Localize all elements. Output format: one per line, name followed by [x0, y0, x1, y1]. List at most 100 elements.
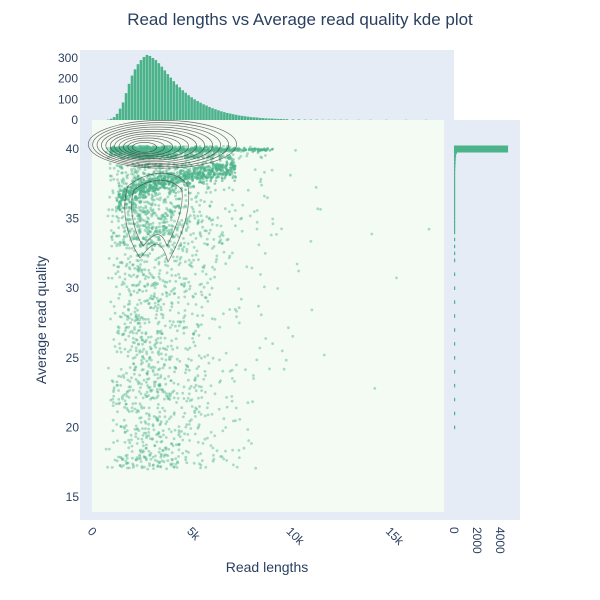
scatter-point: [289, 173, 292, 177]
scatter-point: [127, 446, 131, 450]
scatter-point: [167, 427, 171, 431]
scatter-point: [227, 157, 231, 160]
scatter-point: [179, 255, 183, 259]
scatter-point: [197, 354, 201, 358]
scatter-point: [170, 442, 174, 446]
scatter-point: [193, 409, 197, 413]
scatter-point: [140, 316, 144, 319]
scatter-point: [189, 264, 193, 267]
scatter-point: [123, 430, 127, 434]
scatter-point: [136, 174, 140, 178]
scatter-point: [157, 450, 161, 454]
scatter-point: [118, 342, 121, 346]
scatter-point: [143, 285, 147, 288]
scatter-point: [188, 419, 192, 423]
scatter-point: [167, 417, 171, 421]
scatter-point: [139, 263, 142, 266]
scatter-point: [143, 228, 147, 232]
right-hist-bar: [454, 425, 456, 430]
scatter-point: [148, 356, 152, 359]
scatter-point: [147, 357, 151, 361]
scatter-point: [122, 240, 126, 244]
scatter-point: [197, 334, 201, 337]
y-tick-label: 25: [66, 351, 80, 365]
scatter-point: [159, 196, 163, 200]
scatter-point: [118, 292, 122, 296]
top-hist-bar: [202, 104, 205, 120]
scatter-point: [141, 356, 144, 359]
scatter-point: [153, 177, 157, 180]
scatter-point: [197, 423, 201, 426]
right-hist-tick-label: 2000: [470, 527, 484, 554]
scatter-point: [119, 204, 123, 207]
scatter-point: [268, 367, 271, 371]
scatter-point: [225, 405, 229, 409]
right-hist-bar: [454, 171, 456, 176]
scatter-point: [158, 298, 161, 302]
scatter-point: [175, 392, 179, 395]
scatter-point: [198, 203, 202, 207]
scatter-point: [143, 224, 147, 228]
scatter-point: [185, 221, 189, 225]
scatter-point: [125, 206, 129, 209]
scatter-point: [110, 174, 113, 178]
scatter-point: [118, 165, 122, 169]
scatter-point: [195, 194, 199, 198]
scatter-point: [199, 214, 203, 218]
scatter-point: [139, 301, 143, 305]
scatter-point: [159, 305, 163, 309]
scatter-point: [151, 212, 155, 216]
scatter-point: [148, 242, 151, 246]
scatter-point: [151, 248, 155, 252]
scatter-point: [167, 357, 171, 361]
scatter-point: [170, 301, 174, 304]
scatter-point: [220, 148, 223, 152]
scatter-point: [150, 226, 154, 230]
scatter-point: [212, 453, 215, 457]
scatter-point: [138, 280, 142, 284]
scatter-point: [202, 180, 205, 184]
scatter-point: [161, 406, 165, 410]
scatter-point: [115, 380, 119, 384]
scatter-point: [165, 280, 169, 284]
scatter-point: [126, 243, 129, 247]
scatter-point: [230, 157, 233, 160]
scatter-point: [136, 322, 140, 325]
scatter-point: [161, 390, 165, 394]
scatter-point: [135, 183, 138, 187]
scatter-point: [230, 217, 234, 221]
scatter-point: [124, 243, 127, 246]
scatter-point: [168, 231, 171, 235]
scatter-point: [158, 388, 162, 391]
scatter-point: [222, 457, 226, 461]
right-hist-bar: [454, 286, 456, 290]
scatter-point: [185, 223, 189, 226]
scatter-point: [199, 452, 203, 456]
scatter-point: [136, 343, 140, 346]
scatter-point: [160, 352, 163, 356]
scatter-point: [137, 381, 141, 384]
scatter-point: [110, 220, 114, 224]
scatter-point: [190, 148, 193, 152]
scatter-point: [156, 197, 159, 201]
scatter-point: [259, 177, 263, 181]
scatter-point: [211, 247, 214, 250]
scatter-point: [180, 172, 183, 175]
scatter-point: [209, 171, 212, 175]
scatter-point: [214, 179, 218, 182]
scatter-point: [239, 155, 243, 158]
scatter-point: [212, 238, 216, 241]
scatter-point: [230, 203, 234, 207]
scatter-point: [152, 276, 156, 279]
scatter-point: [167, 396, 171, 400]
right-hist-bar: [454, 220, 456, 224]
scatter-point: [204, 465, 208, 469]
scatter-point: [138, 217, 142, 221]
right-hist-bar: [454, 213, 456, 217]
scatter-point: [184, 205, 188, 209]
scatter-point: [176, 181, 179, 184]
scatter-point: [193, 216, 197, 220]
scatter-point: [127, 410, 131, 413]
scatter-point: [142, 206, 145, 210]
